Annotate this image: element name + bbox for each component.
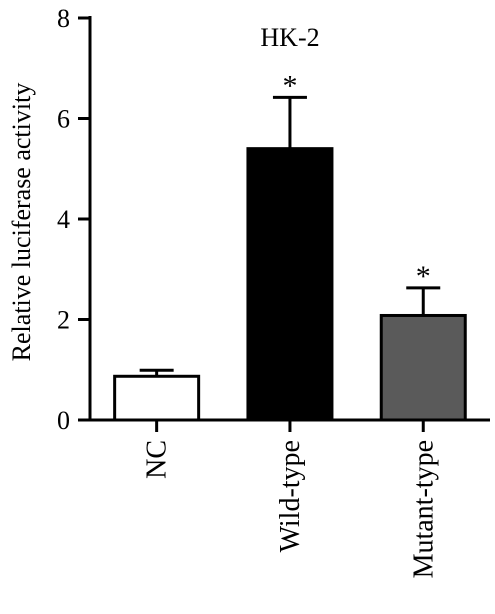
x-category-label: NC xyxy=(142,440,173,479)
x-category-label: Mutant-type xyxy=(408,440,439,578)
bar xyxy=(379,313,467,422)
error-bars-group xyxy=(139,95,441,377)
ticks-group xyxy=(78,16,425,432)
significance-marker: * xyxy=(282,69,297,102)
chart-title: HK-2 xyxy=(260,23,319,52)
y-tick-label: 8 xyxy=(57,4,70,33)
y-axis-label: Relative luciferase activity xyxy=(7,83,36,362)
y-tick-label: 6 xyxy=(57,105,70,134)
significance-marker: * xyxy=(416,260,431,293)
bar xyxy=(246,147,334,422)
bars-group xyxy=(113,147,467,422)
y-tick-label: 2 xyxy=(57,306,70,335)
x-category-label: Wild-type xyxy=(275,440,306,552)
labels-group: 0 2 4 6 8 NC * Wild-type * Mutant-type xyxy=(57,4,439,578)
bar xyxy=(113,374,201,422)
y-tick-label: 4 xyxy=(57,205,70,234)
y-tick-label: 0 xyxy=(57,406,70,435)
